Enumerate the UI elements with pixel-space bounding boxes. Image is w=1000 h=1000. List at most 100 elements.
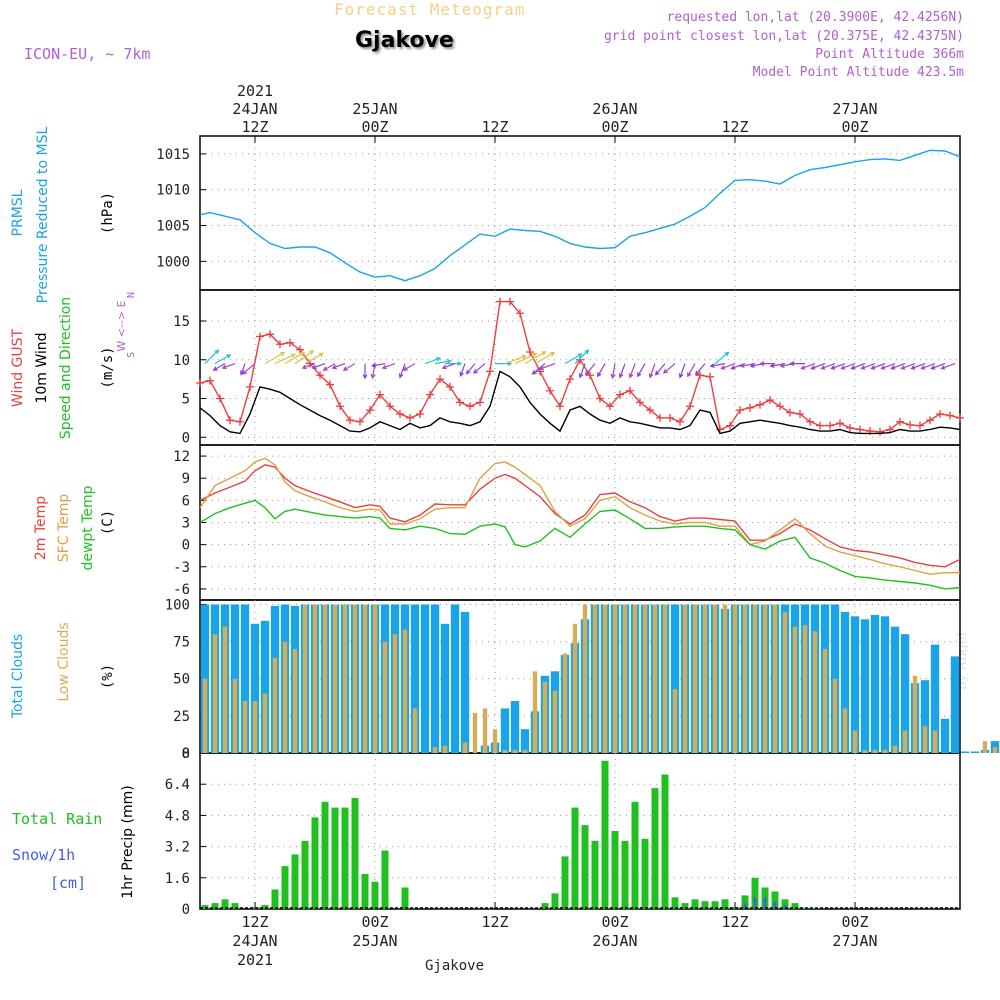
wind-direction-arrow (221, 363, 236, 370)
unit-label-pressure: (hPa) (100, 192, 116, 234)
rain-bar (571, 807, 579, 909)
low-cloud-bar (382, 641, 388, 753)
total-cloud-bar (420, 604, 430, 753)
low-cloud-bar (502, 750, 508, 753)
wind-direction-arrow (637, 363, 646, 378)
gust-marker (676, 417, 684, 426)
gust-marker (656, 413, 664, 422)
low-cloud-bar (812, 631, 818, 753)
wind-direction-arrow (648, 363, 656, 379)
time-label-top: 12Z (241, 118, 268, 136)
rain-bar (721, 899, 729, 910)
rain-bar (581, 825, 589, 909)
rain-bar (201, 905, 209, 909)
wind-direction-arrow (331, 363, 346, 370)
rain-bar (741, 895, 749, 909)
y-tick-label: 25 (173, 709, 190, 725)
low-cloud-bar (522, 750, 528, 753)
dewpt-line (199, 499, 961, 590)
wind-direction-arrow (610, 363, 616, 380)
low-cloud-bar (752, 604, 758, 753)
wind-direction-arrow (362, 363, 368, 380)
low-cloud-bar (852, 730, 858, 753)
total-cloud-bar (460, 611, 470, 753)
rain-bar (661, 774, 669, 909)
rain-bar (781, 899, 789, 910)
rain-bar (701, 901, 709, 909)
rain-legend: Total Rain (12, 810, 102, 828)
y-tick-label: -6 (173, 582, 190, 598)
y-tick-label: 3.2 (165, 840, 190, 856)
gust-marker (946, 411, 954, 420)
gust-marker (236, 417, 244, 426)
rain-bar (541, 903, 549, 909)
low-cloud-bar (212, 634, 218, 753)
y-tick-label: 0 (182, 746, 190, 762)
time-label-bottom: 00Z (841, 913, 868, 931)
low-cloud-bar (432, 747, 438, 753)
total-clouds-label: Total Clouds (10, 634, 26, 719)
rain-bar (301, 840, 309, 910)
low-cloud-bar (822, 649, 828, 753)
gust-marker (386, 402, 394, 411)
wind-direction-arrow (204, 349, 220, 365)
gust-marker (726, 421, 734, 430)
tsfc-label: SFC Temp (56, 494, 72, 563)
total-cloud-bar (450, 604, 460, 753)
gust-marker (526, 348, 534, 356)
total-cloud-bar (500, 708, 510, 753)
y-tick-label: 50 (173, 672, 190, 688)
total-cloud-bar (950, 656, 960, 753)
wind-direction-arrow (504, 354, 527, 365)
total-cloud-bar (930, 644, 940, 753)
unit-label-wind: (m/s) (100, 346, 116, 388)
low-cloud-bar (332, 604, 338, 753)
gust-marker (916, 421, 924, 430)
total-cloud-bar (870, 614, 880, 753)
low-cloud-bar (652, 604, 658, 753)
requested-coords: requested lon,lat (20.3900E, 42.4256N) (666, 10, 964, 25)
time-label-top: 12Z (481, 118, 508, 136)
wind-direction-arrow (434, 359, 453, 365)
wind-direction-s: S (126, 352, 137, 358)
y-tick-label: 6.4 (165, 777, 190, 793)
total-cloud-bar (260, 620, 270, 753)
low-cloud-bar (832, 678, 838, 753)
gust-marker (856, 425, 864, 434)
low-cloud-bar (922, 726, 928, 753)
rain-bar (601, 760, 609, 909)
wind-direction-arrow (890, 363, 906, 370)
rain-bar (311, 817, 319, 909)
gust-marker (926, 416, 934, 425)
model-name: ICON-EU, ~ 7km (24, 45, 151, 63)
wind-direction-arrow (472, 363, 486, 374)
pressure-label-2: Pressure Reduced to MSL (35, 126, 51, 303)
low-cloud-bar (722, 604, 728, 753)
total-cloud-bar (840, 611, 850, 753)
low-clouds-label: Low Clouds (56, 622, 72, 701)
time-label-top: 00Z (841, 118, 868, 136)
gust-marker (316, 371, 324, 380)
wind10-label: 10m Wind (34, 332, 50, 403)
wind10-line (199, 370, 961, 435)
low-cloud-bar (442, 745, 448, 753)
wind-direction-arrow (322, 363, 336, 371)
wind-direction-arrow (940, 363, 956, 370)
low-cloud-bar (412, 708, 418, 753)
gust-marker (646, 406, 654, 415)
rain-bar (771, 891, 779, 909)
y-tick-label: 8 (182, 746, 190, 762)
wind-direction-arrow (678, 363, 686, 379)
gust-marker (346, 416, 354, 425)
wind-direction-arrow (304, 352, 324, 365)
low-cloud-bar (322, 604, 328, 753)
wind-direction-arrow (578, 363, 586, 379)
gust-marker (226, 416, 234, 425)
y-tick-label: 1000 (156, 254, 190, 270)
wind-direction-arrow (720, 363, 736, 370)
rain-bar (621, 840, 629, 910)
y-tick-label: 100 (165, 597, 190, 613)
rain-bar (751, 877, 759, 909)
gust-marker (376, 390, 384, 399)
wind-direction-arrow (850, 363, 866, 370)
